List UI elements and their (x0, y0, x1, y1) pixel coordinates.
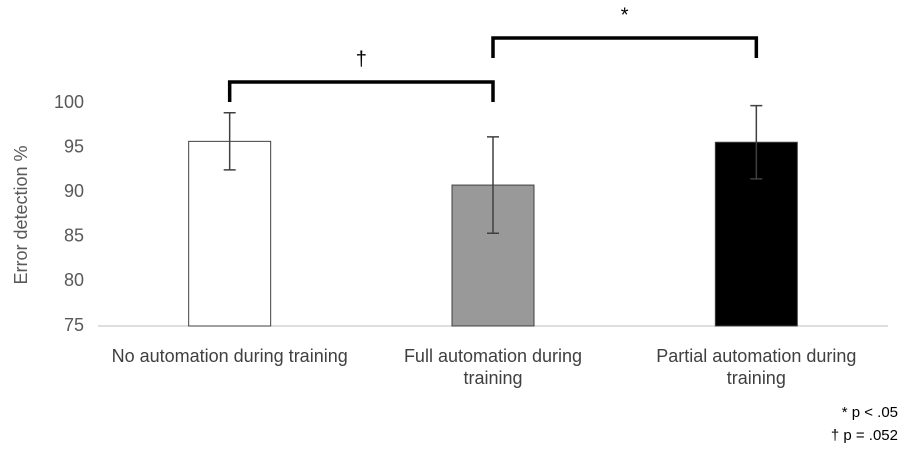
error-bar (750, 104, 763, 180)
error-bar (487, 136, 499, 234)
x-tick-label: No automation during training (111, 346, 348, 366)
x-tick-label: Full automation during training (403, 346, 583, 388)
significance-bracket (491, 36, 759, 58)
y-tick-label: 95 (64, 136, 84, 156)
error-bar (223, 112, 236, 171)
x-tick-label: Partial automation during training (656, 346, 857, 388)
bar (188, 140, 272, 327)
y-tick-label: 85 (64, 226, 84, 246)
y-tick-label: 100 (54, 92, 84, 112)
y-tick-label: 90 (64, 181, 84, 201)
significance-label: * (621, 4, 629, 26)
footnote: * p < .05 (841, 404, 898, 421)
y-axis-label: Error detection % (11, 145, 31, 284)
y-tick-label: 75 (64, 315, 84, 335)
footnote: † p = .052 (830, 427, 898, 444)
y-tick-label: 80 (64, 270, 84, 290)
significance-bracket (227, 80, 495, 102)
significance-label: † (356, 48, 367, 70)
